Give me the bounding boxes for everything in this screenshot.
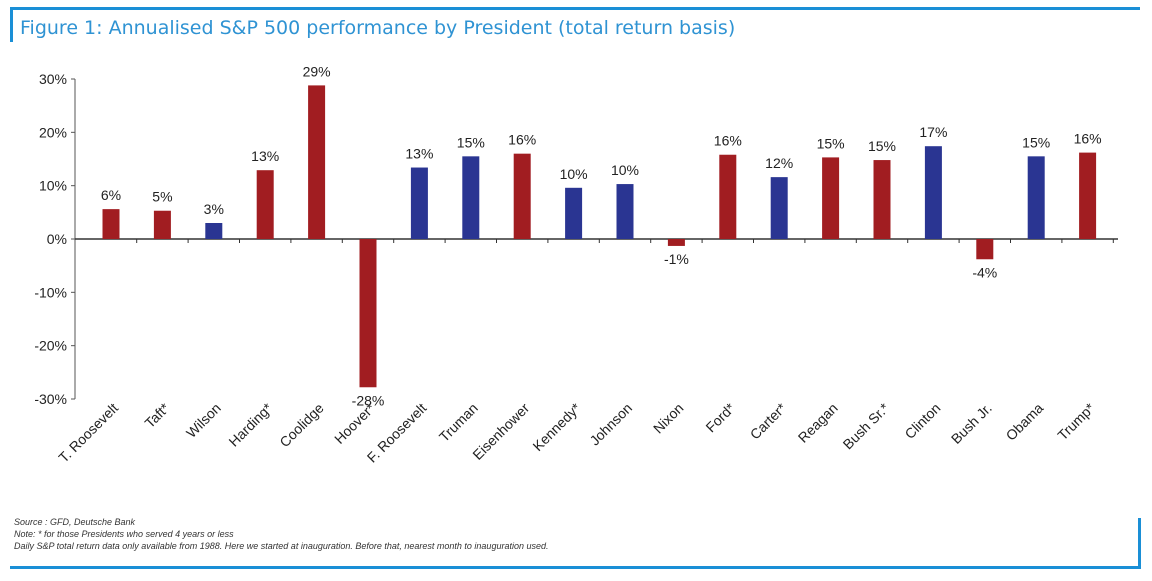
footnote-data: Daily S&P total return data only availab…: [14, 541, 549, 551]
category-label: Obama: [1003, 400, 1047, 444]
data-label: 13%: [251, 148, 279, 164]
category-label: Taft*: [141, 399, 173, 431]
bar-1: [153, 210, 171, 239]
figure-title: Figure 1: Annualised S&P 500 performance…: [20, 17, 736, 39]
category-label: Harding*: [225, 399, 275, 449]
bar-8: [513, 153, 531, 239]
y-tick-label: 10%: [39, 178, 67, 194]
category-label: Johnson: [586, 400, 635, 449]
category-label: T. Roosevelt: [55, 400, 121, 466]
data-label: 12%: [765, 155, 793, 171]
bar-0: [102, 209, 120, 239]
category-label: Reagan: [795, 400, 841, 446]
data-label: 15%: [1022, 134, 1050, 150]
bar-11: [667, 239, 685, 246]
y-tick-label: 30%: [39, 71, 67, 87]
bar-10: [616, 184, 634, 239]
category-label: Kennedy*: [529, 399, 584, 454]
footnote-asterisk: Note: * for those Presidents who served …: [14, 529, 234, 539]
data-label: 16%: [714, 133, 742, 149]
data-label: 15%: [457, 134, 485, 150]
data-label: 10%: [611, 162, 639, 178]
data-label: 15%: [817, 135, 845, 151]
data-label: 16%: [508, 132, 536, 148]
data-label: 10%: [560, 166, 588, 182]
category-label: Carter*: [747, 399, 790, 442]
bar-17: [976, 239, 994, 260]
bar-14: [822, 157, 840, 239]
bar-9: [565, 187, 583, 239]
bar-15: [873, 160, 891, 239]
category-label: Nixon: [650, 400, 687, 437]
data-label: 16%: [1074, 131, 1102, 147]
bar-2: [205, 223, 223, 239]
bar-13: [770, 177, 788, 239]
title-side-bar: [10, 10, 13, 42]
data-label: -28%: [352, 392, 385, 408]
y-tick-label: -30%: [34, 391, 67, 407]
category-label: Ford*: [702, 399, 738, 435]
category-label: Wilson: [183, 400, 224, 441]
y-tick-label: 20%: [39, 124, 67, 140]
category-label: Bush Jr.: [948, 400, 995, 447]
bar-4: [308, 85, 326, 240]
data-label: -1%: [664, 251, 689, 267]
frame-corner-vertical: [1138, 518, 1141, 568]
bar-chart: 30% 20% 10% 0% -10% -20% -30% 6% T. Roosevelt 5% T…: [34, 63, 1118, 466]
bar-16: [924, 146, 942, 239]
bar-3: [256, 170, 274, 239]
category-label: Clinton: [901, 400, 943, 442]
bar-7: [462, 156, 480, 239]
bar-18: [1027, 156, 1045, 239]
source-note: Source : GFD, Deutsche Bank: [14, 517, 136, 527]
bar-6: [410, 167, 428, 239]
data-label: 3%: [204, 201, 224, 217]
bar-12: [719, 154, 737, 239]
category-label: Bush Sr.*: [840, 399, 893, 452]
y-tick-label: -10%: [34, 284, 67, 300]
bar-19: [1079, 152, 1097, 239]
category-label: Truman: [436, 400, 481, 445]
data-label: 15%: [868, 138, 896, 154]
data-label: -4%: [972, 264, 997, 280]
footer-notes: Source : GFD, Deutsche Bank Note: * for …: [14, 516, 548, 552]
category-label: Trump*: [1054, 399, 1098, 443]
data-label: 13%: [405, 146, 433, 162]
category-label: Coolidge: [276, 400, 327, 451]
data-label: 5%: [152, 189, 172, 205]
data-label: 17%: [919, 124, 947, 140]
data-label: 6%: [101, 187, 121, 203]
bar-5: [359, 239, 377, 388]
title-top-rule: [10, 7, 1140, 10]
y-tick-label: 0%: [47, 231, 67, 247]
data-label: 29%: [303, 63, 331, 79]
frame-corner-horizontal: [10, 566, 1141, 569]
y-tick-label: -20%: [34, 338, 67, 354]
